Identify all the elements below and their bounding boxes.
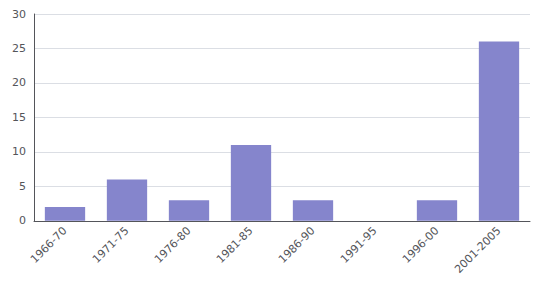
svg-text:1991-95: 1991-95 (338, 224, 380, 266)
svg-text:5: 5 (19, 180, 26, 193)
svg-text:30: 30 (12, 8, 26, 21)
svg-text:2001-2005: 2001-2005 (452, 224, 504, 276)
svg-text:1986-90: 1986-90 (276, 224, 318, 266)
svg-text:10: 10 (12, 145, 26, 158)
svg-text:20: 20 (12, 76, 26, 89)
svg-text:1966-70: 1966-70 (28, 224, 70, 266)
svg-text:1976-80: 1976-80 (152, 224, 194, 266)
svg-text:1971-75: 1971-75 (90, 224, 132, 266)
svg-text:1996-00: 1996-00 (400, 224, 442, 266)
svg-text:1981-85: 1981-85 (214, 224, 256, 266)
svg-text:25: 25 (12, 42, 26, 55)
svg-text:15: 15 (12, 111, 26, 124)
svg-text:0: 0 (19, 214, 26, 227)
